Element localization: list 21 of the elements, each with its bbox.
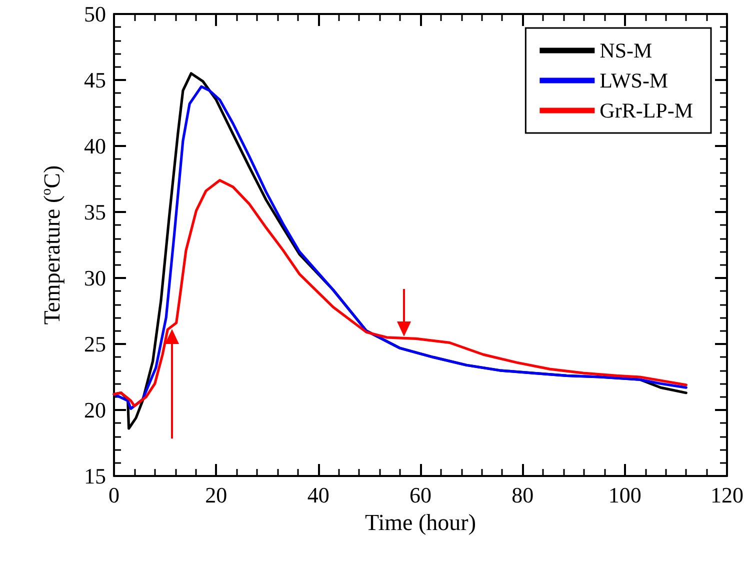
x-tick-label: 20: [205, 482, 228, 508]
legend-label: GrR-LP-M: [600, 98, 694, 122]
y-tick-label: 45: [84, 68, 106, 92]
legend-label: NS-M: [600, 38, 653, 62]
y-tick-label: 30: [84, 266, 106, 290]
x-tick-label: 0: [108, 482, 120, 508]
y-tick-label: 15: [84, 464, 106, 488]
y-axis-title: Temperature (oC): [40, 165, 64, 325]
y-tick-label: 35: [84, 200, 106, 224]
legend-label: LWS-M: [600, 68, 668, 92]
x-tick-label: 100: [608, 482, 642, 508]
y-tick-label: 40: [84, 134, 106, 158]
y-tick-label: 20: [84, 398, 106, 422]
x-tick-label: 80: [512, 482, 534, 508]
line-series: [112, 179, 688, 408]
x-tick-label: 40: [307, 482, 330, 508]
x-tick-label: 120: [710, 482, 744, 508]
y-tick-label: 25: [84, 332, 106, 356]
x-tick-label: 60: [410, 482, 432, 508]
y-tick-label: 50: [84, 2, 106, 26]
x-axis-title: Time (hour): [365, 510, 476, 535]
